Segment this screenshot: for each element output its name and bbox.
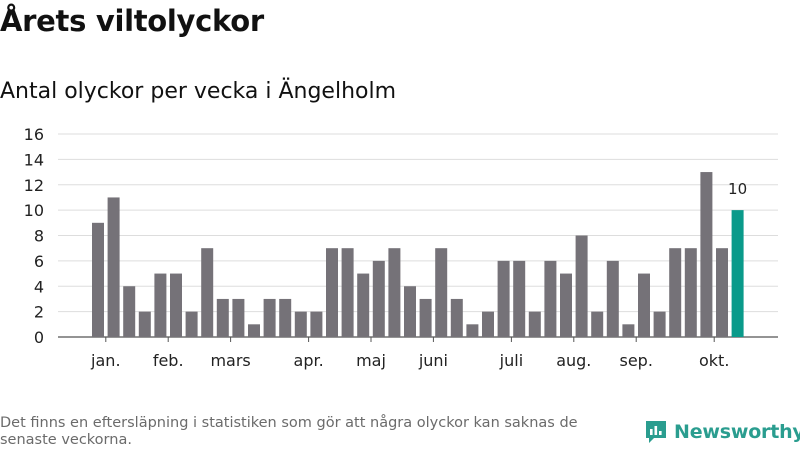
x-tick-label: juli [499, 351, 523, 370]
bar[interactable] [185, 311, 198, 337]
annotations: 10 [728, 180, 747, 198]
bar[interactable] [341, 248, 354, 337]
bar[interactable] [388, 248, 401, 337]
bar[interactable] [450, 298, 463, 337]
bar[interactable] [700, 172, 713, 337]
x-axis-labels: jan. feb. mars apr. maj juni juli aug. sep. okt. [90, 337, 729, 370]
bar[interactable] [622, 324, 635, 337]
bar[interactable] [107, 197, 120, 337]
data-label: 10 [728, 180, 747, 198]
y-tick-label: 6 [34, 252, 44, 271]
bar[interactable] [684, 248, 697, 337]
bar[interactable] [310, 311, 323, 337]
bar[interactable] [606, 260, 619, 337]
bar[interactable] [575, 235, 588, 338]
bar[interactable] [372, 260, 385, 337]
footnote: Det finns en eftersläpning i statistiken… [0, 415, 578, 448]
y-tick-label: 4 [34, 277, 44, 296]
bar[interactable] [138, 311, 151, 337]
bar[interactable] [653, 311, 666, 337]
y-tick-label: 8 [34, 227, 44, 246]
bar[interactable] [731, 210, 744, 337]
x-tick-label: sep. [619, 351, 652, 370]
x-tick-label: juni [418, 351, 448, 370]
bar[interactable] [279, 298, 292, 337]
bar[interactable] [154, 273, 167, 337]
y-axis-ticks: 0 2 4 6 8 10 12 14 16 [24, 125, 44, 347]
brand-logo[interactable]: Newsworthy [644, 419, 800, 445]
bar[interactable] [435, 248, 448, 337]
x-tick-label: jan. [90, 351, 120, 370]
newsworthy-logo-icon [646, 421, 666, 443]
x-tick-label: mars [210, 351, 250, 370]
bar[interactable] [232, 298, 245, 337]
bar[interactable] [497, 260, 510, 337]
bar[interactable] [170, 273, 182, 337]
y-tick-label: 2 [34, 303, 44, 322]
x-tick-label: maj [356, 351, 386, 370]
bar[interactable] [466, 324, 479, 337]
bar[interactable] [419, 298, 432, 337]
bar[interactable] [482, 311, 494, 337]
bar[interactable] [560, 273, 572, 337]
bar[interactable] [326, 248, 338, 337]
x-tick-label: okt. [699, 351, 729, 370]
x-tick-label: apr. [294, 351, 324, 370]
y-tick-label: 16 [24, 125, 44, 144]
y-tick-label: 10 [24, 201, 44, 220]
bar[interactable] [357, 273, 370, 337]
bar[interactable] [638, 273, 650, 337]
bar[interactable] [528, 311, 541, 337]
brand-name: Newsworthy [674, 421, 800, 443]
bar[interactable] [92, 222, 104, 337]
bar[interactable] [294, 311, 307, 337]
x-tick-label: feb. [153, 351, 184, 370]
bar[interactable] [669, 248, 682, 337]
bar[interactable] [248, 324, 260, 337]
y-tick-label: 12 [24, 176, 44, 195]
bar[interactable] [404, 286, 416, 337]
y-tick-label: 14 [24, 150, 44, 169]
bars [92, 172, 744, 337]
chart-subtitle: Antal olyckor per vecka i Ängelholm [0, 79, 397, 104]
x-tick-label: aug. [556, 351, 591, 370]
bar[interactable] [201, 248, 214, 337]
bar[interactable] [591, 311, 604, 337]
bar[interactable] [544, 260, 557, 337]
bar[interactable] [513, 260, 526, 337]
y-tick-label: 0 [34, 328, 44, 347]
bar[interactable] [716, 248, 728, 337]
bar[interactable] [123, 286, 136, 337]
bar[interactable] [216, 298, 229, 337]
bar[interactable] [263, 298, 276, 337]
bar-chart: 0 2 4 6 8 10 12 14 16 jan. feb. mars apr. maj juni jul… [24, 125, 778, 370]
chart-title: Årets viltolyckor [0, 4, 264, 38]
